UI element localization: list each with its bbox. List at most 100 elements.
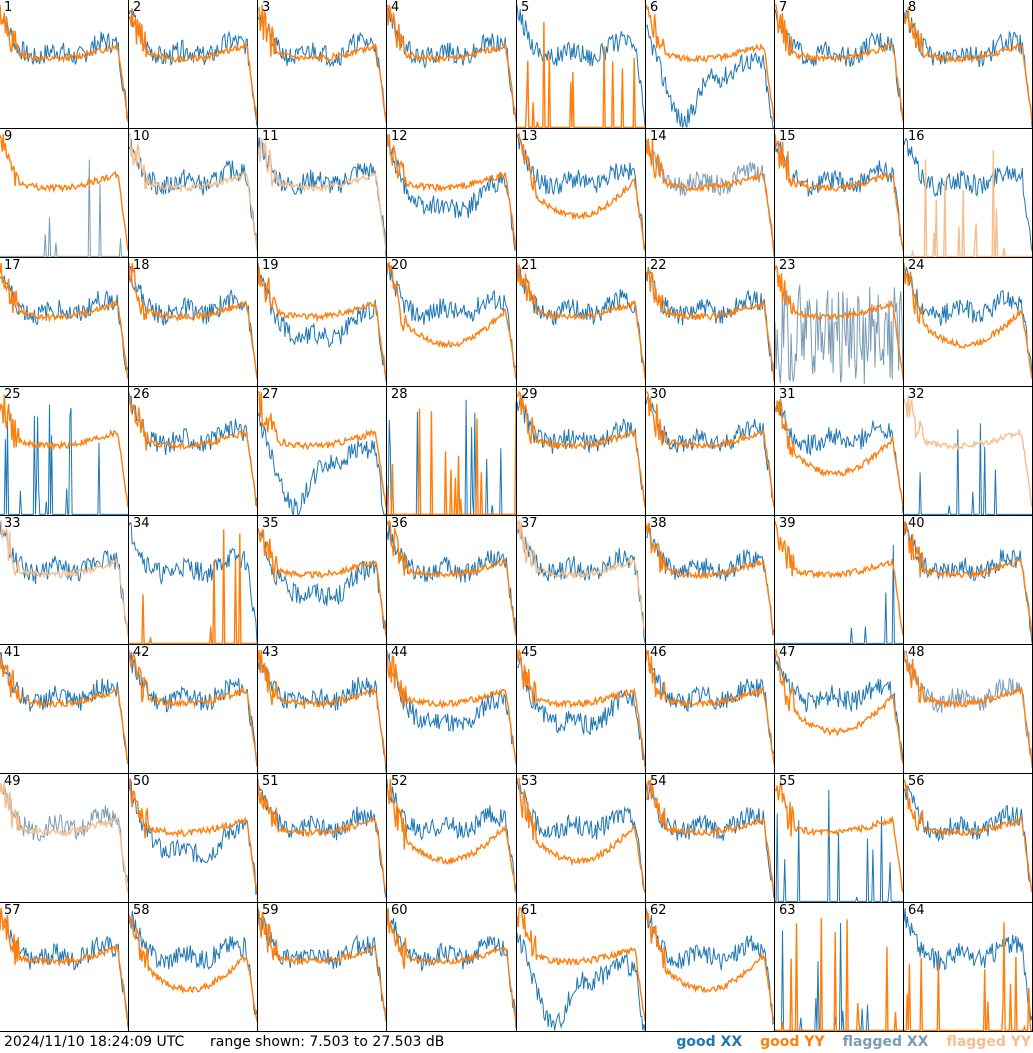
panel-9: 9: [0, 129, 129, 258]
series-good-yy: [904, 520, 1032, 636]
panel-60: 60: [387, 903, 517, 1032]
series-good-yy: [517, 21, 645, 128]
series-good-yy: [387, 908, 516, 1022]
series-good-yy: [646, 268, 774, 379]
panel-39: 39: [775, 516, 904, 645]
series-good-xx: [775, 401, 903, 513]
legend-flagged-yy: flagged YY: [946, 1034, 1031, 1050]
panel-33: 33: [0, 516, 129, 645]
panel-plot: [129, 777, 257, 895]
panel-5: 5: [517, 0, 646, 129]
panel-plot: [387, 4, 516, 122]
series-good-xx: [387, 7, 516, 120]
series-good-yy: [0, 654, 128, 765]
panel-label: 43: [262, 645, 279, 660]
panel-label: 54: [650, 774, 667, 789]
panel-2: 2: [129, 0, 258, 129]
panel-label: 21: [521, 258, 538, 273]
panel-plot: [904, 520, 1032, 644]
series-good-yy: [387, 779, 516, 893]
panel-plot: [646, 267, 774, 382]
series-good-xx: [646, 267, 774, 382]
panel-label: 51: [262, 774, 279, 789]
panel-plot: [904, 6, 1032, 128]
panel-18: 18: [129, 258, 258, 387]
series-good-xx: [646, 910, 774, 1026]
series-good-xx: [0, 908, 128, 1028]
panel-label: 33: [4, 516, 21, 531]
panel-plot: [904, 650, 1032, 768]
panel-plot: [129, 8, 257, 127]
panel-label: 42: [133, 645, 150, 660]
legend-flagged-xx: flagged XX: [842, 1034, 929, 1050]
series-flagged-xx: [775, 284, 903, 385]
panel-41: 41: [0, 645, 129, 774]
footer: 2024/11/10 18:24:09 UTC range shown: 7.5…: [0, 1032, 1033, 1053]
panel-label: 45: [521, 645, 538, 660]
panel-plot: [646, 4, 774, 128]
panel-22: 22: [646, 258, 775, 387]
series-good-yy: [258, 5, 386, 122]
panel-53: 53: [517, 774, 646, 903]
panel-8: 8: [904, 0, 1033, 129]
panel-label: 61: [521, 903, 538, 918]
panel-plot: [258, 137, 386, 257]
panel-plot: [258, 779, 386, 898]
series-good-yy: [904, 779, 1032, 893]
series-flagged-xx: [0, 787, 128, 884]
series-good-xx: [258, 908, 386, 1022]
panel-plot: [0, 651, 128, 765]
panel-12: 12: [387, 129, 517, 258]
panel-plot: [775, 779, 903, 902]
panel-plot: [517, 132, 645, 251]
panel-plot: [129, 392, 257, 508]
series-good-xx: [904, 9, 1032, 128]
panel-57: 57: [0, 903, 129, 1032]
series-good-yy: [0, 908, 128, 1022]
series-good-xx: [258, 528, 386, 629]
panel-label: 56: [908, 774, 925, 789]
series-good-yy: [387, 4, 516, 122]
series-good-yy: [387, 519, 516, 636]
panel-plot: [517, 390, 645, 508]
series-good-yy: [129, 263, 257, 379]
panel-plot: [258, 650, 386, 773]
series-flagged-yy: [904, 149, 1032, 257]
panel-label: 16: [908, 129, 925, 144]
panel-17: 17: [0, 258, 129, 387]
panel-label: 14: [650, 129, 667, 144]
series-good-xx: [517, 267, 645, 375]
panel-label: 31: [779, 387, 796, 402]
panel-35: 35: [258, 516, 387, 645]
panel-label: 37: [521, 516, 538, 531]
panel-plot: [0, 520, 128, 636]
series-good-xx: [775, 8, 903, 121]
panel-label: 25: [4, 387, 21, 402]
panel-plot: [387, 779, 516, 893]
panel-label: 53: [521, 774, 538, 789]
panel-plot: [387, 908, 516, 1029]
series-good-yy: [129, 650, 257, 765]
series-good-yy: [646, 4, 774, 122]
panel-20: 20: [387, 258, 517, 387]
panel-plot: [775, 918, 903, 1031]
panel-plot: [258, 263, 386, 382]
series-good-yy: [258, 907, 386, 1022]
series-good-xx: [387, 134, 516, 251]
series-good-yy: [517, 907, 645, 1022]
series-good-xx: [517, 656, 645, 768]
series-good-xx: [258, 785, 386, 898]
panel-10: 10: [129, 129, 258, 258]
panel-label: 48: [908, 645, 925, 660]
panel-label: 27: [262, 387, 279, 402]
series-good-xx: [904, 423, 1032, 515]
panel-label: 44: [391, 645, 408, 660]
series-good-yy: [904, 922, 1032, 1031]
series-good-xx: [775, 789, 903, 902]
series-good-xx: [904, 137, 1032, 252]
series-good-xx: [129, 9, 257, 127]
series-good-yy: [517, 778, 645, 893]
panel-21: 21: [517, 258, 646, 387]
series-flagged-yy: [0, 520, 128, 636]
panel-label: 15: [779, 129, 796, 144]
